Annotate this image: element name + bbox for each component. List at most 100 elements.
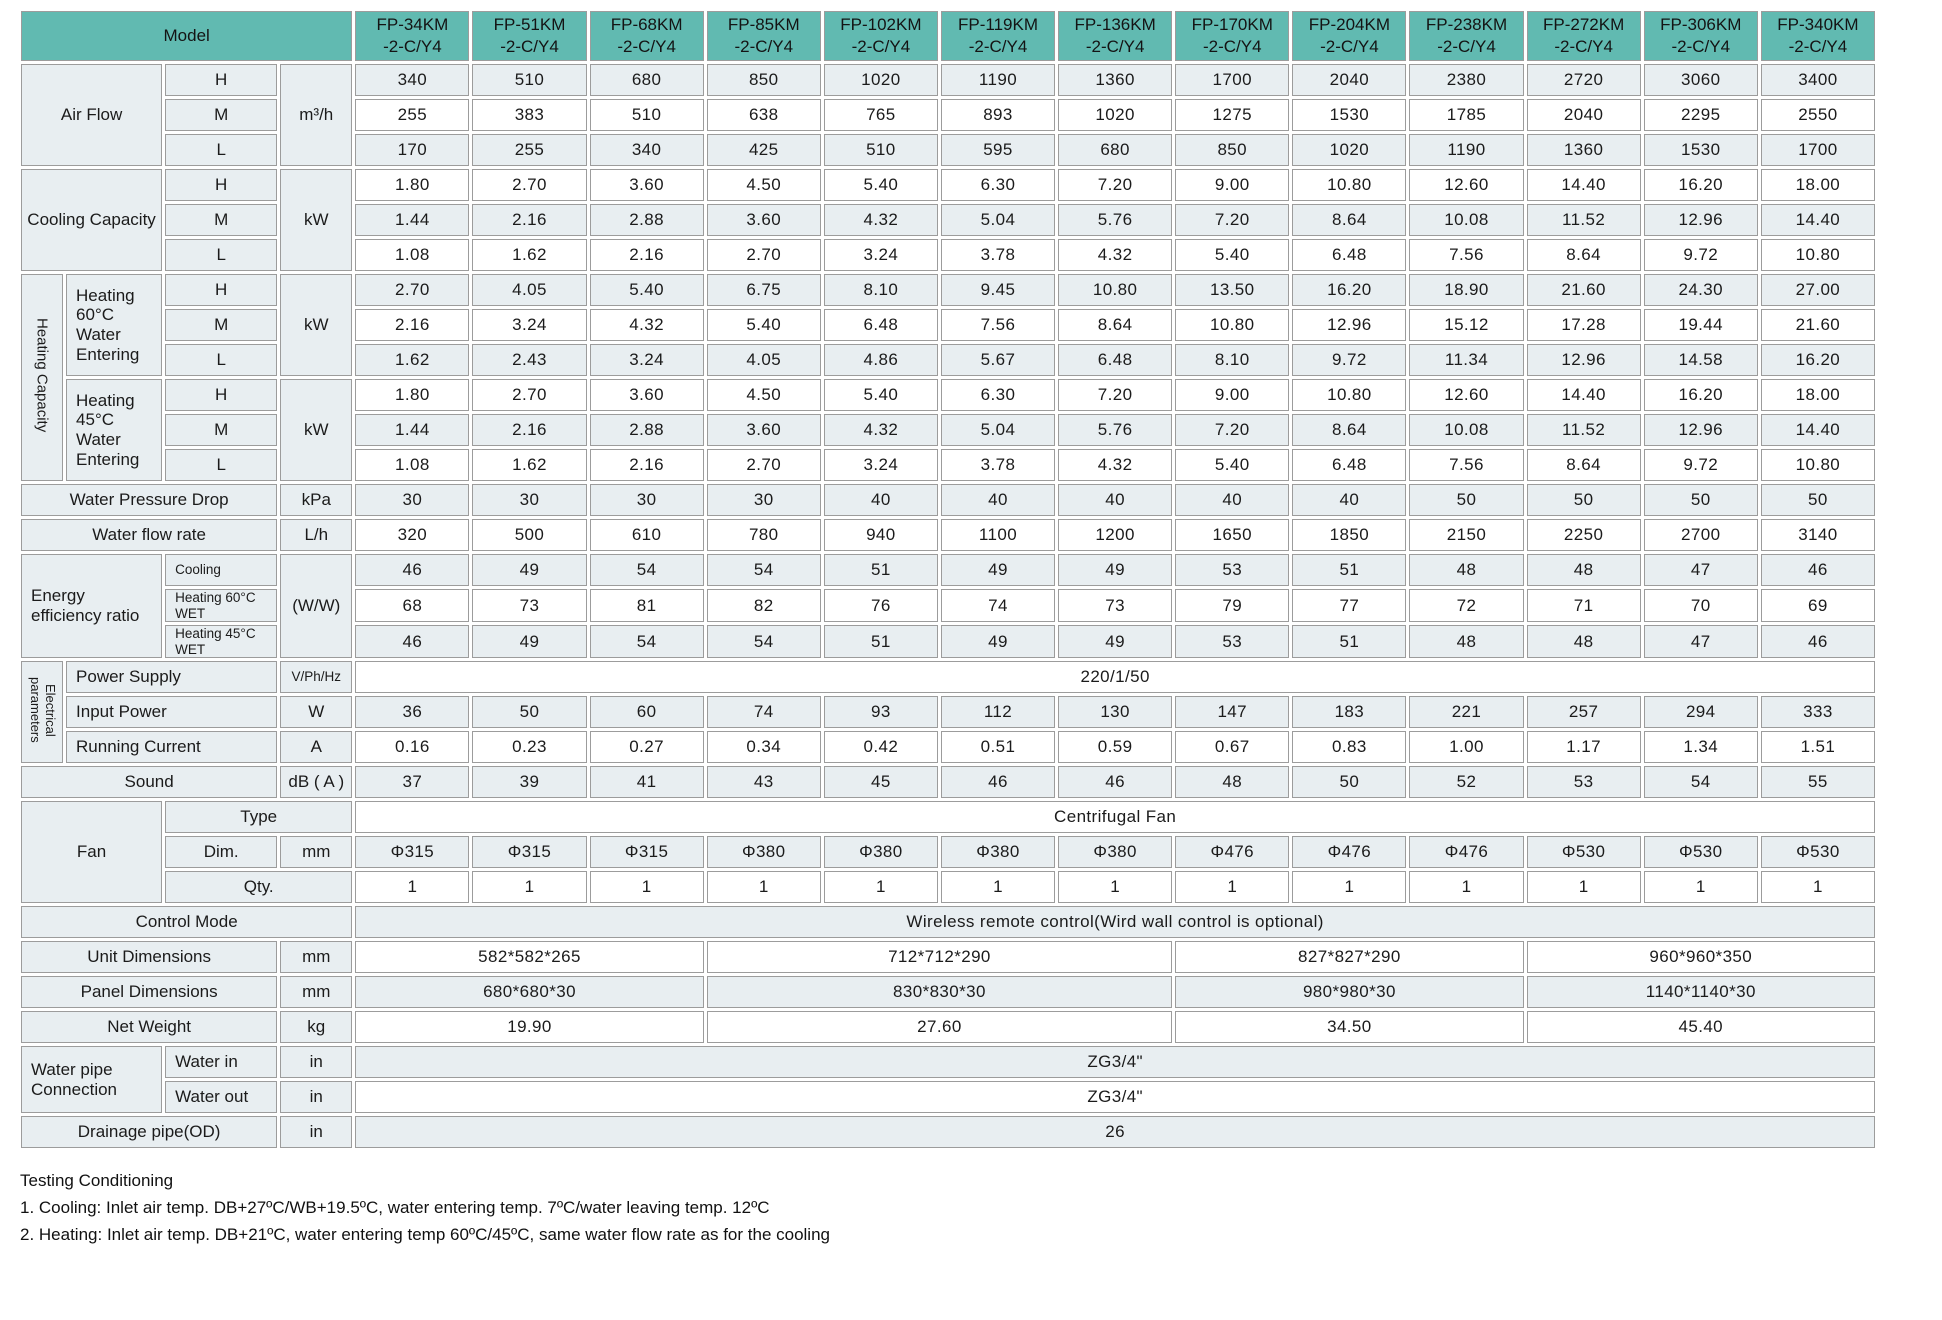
cooling-l-value-2: 2.16 — [589, 239, 704, 271]
sound-value-11: 54 — [1643, 766, 1758, 799]
model-col-11: FP-272KM -2-C/Y4 — [1526, 11, 1641, 61]
fan-qty-value-5: 1 — [940, 871, 1056, 904]
heating45-h-value-4: 5.40 — [823, 379, 938, 411]
fan-type-value-0: Centrifugal Fan — [355, 801, 1875, 834]
fan-dim-value-9: Φ476 — [1409, 836, 1524, 869]
water-in-label-1: Water in — [165, 1046, 278, 1079]
heating45-m-value-8: 8.64 — [1292, 414, 1407, 446]
water-flow-rate-value-6: 1200 — [1058, 519, 1173, 551]
heating45-h-value-2: 3.60 — [589, 379, 704, 411]
heating60-h-value-0: 2.70 — [355, 274, 470, 306]
heating45-h-value-8: 10.80 — [1292, 379, 1407, 411]
sound-value-0: 37 — [355, 766, 470, 799]
eer-heating60-value-10: 71 — [1526, 589, 1641, 623]
spec-table: Model FP-34KM -2-C/Y4 FP-51KM -2-C/Y4 FP-68… — [18, 8, 1878, 1152]
heating45-h-value-0: 1.80 — [355, 379, 470, 411]
control-mode-label-0: Control Mode — [21, 906, 353, 939]
eer-heating45-value-12: 46 — [1760, 625, 1875, 659]
heating45-h-label-1: H — [165, 379, 278, 411]
water-pressure-drop-value-7: 40 — [1175, 484, 1290, 516]
fan-dim-value-4: Φ380 — [823, 836, 938, 869]
panel-dimensions-label-0: Panel Dimensions — [21, 976, 278, 1009]
air-flow-h-label-0: Air Flow — [21, 64, 163, 166]
heating60-m-value-7: 10.80 — [1175, 309, 1290, 341]
model-col-7: FP-136KM -2-C/Y4 — [1058, 11, 1173, 61]
eer-cooling-value-9: 48 — [1409, 554, 1524, 586]
fan-dim-value-1: Φ315 — [472, 836, 587, 869]
heating45-l-value-0: 1.08 — [355, 449, 470, 481]
row-power-supply: Electrical parameters Power Supply V/Ph/Hz… — [21, 661, 1875, 764]
water-pressure-drop-label-0: Water Pressure Drop — [21, 484, 278, 516]
air-flow-l-value-2: 340 — [589, 134, 704, 166]
heating45-h-value-11: 16.20 — [1643, 379, 1758, 411]
heating45-l-value-1: 1.62 — [472, 449, 587, 481]
cooling-m-value-5: 5.04 — [940, 204, 1056, 236]
cooling-l-value-3: 2.70 — [706, 239, 821, 271]
fan-qty-value-11: 1 — [1643, 871, 1758, 904]
heating60-h-value-7: 13.50 — [1175, 274, 1290, 306]
cooling-l-value-7: 5.40 — [1175, 239, 1290, 271]
heating60-h-value-3: 6.75 — [706, 274, 821, 306]
air-flow-h-value-6: 1360 — [1058, 64, 1173, 96]
cooling-m-value-1: 2.16 — [472, 204, 587, 236]
testing-conditions: Testing Conditioning 1. Cooling: Inlet a… — [20, 1167, 1878, 1249]
heating60-l-value-1: 2.43 — [472, 344, 587, 376]
heating60-m-value-4: 6.48 — [823, 309, 938, 341]
heating60-l-value-6: 6.48 — [1058, 344, 1173, 376]
sound-value-9: 52 — [1409, 766, 1524, 799]
cooling-l-value-11: 9.72 — [1643, 239, 1758, 271]
air-flow-m-value-6: 1020 — [1058, 99, 1173, 131]
model-col-4: FP-85KM -2-C/Y4 — [706, 11, 821, 61]
cooling-h-value-4: 5.40 — [823, 169, 938, 201]
sound-value-2: 41 — [589, 766, 704, 799]
sound-value-12: 55 — [1760, 766, 1875, 799]
air-flow-m-label-0: M — [165, 99, 278, 131]
air-flow-h-value-12: 3400 — [1760, 64, 1875, 96]
heating45-m-value-9: 10.08 — [1409, 414, 1524, 446]
running-current-value-7: 0.67 — [1175, 731, 1290, 764]
input-power-value-1: 50 — [472, 696, 587, 729]
running-current-value-4: 0.42 — [823, 731, 938, 764]
cooling-h-value-5: 6.30 — [940, 169, 1056, 201]
heating45-l-value-8: 6.48 — [1292, 449, 1407, 481]
eer-heating45-value-7: 53 — [1175, 625, 1290, 659]
heating60-h-label-0: Heating Capacity — [21, 274, 64, 481]
net-weight-value-2: 34.50 — [1175, 1011, 1524, 1044]
cooling-l-value-9: 7.56 — [1409, 239, 1524, 271]
heating45-l-value-6: 4.32 — [1058, 449, 1173, 481]
air-flow-m-value-3: 638 — [706, 99, 821, 131]
eer-heating45-value-2: 54 — [589, 625, 704, 659]
air-flow-m-value-9: 1785 — [1409, 99, 1524, 131]
running-current-value-1: 0.23 — [472, 731, 587, 764]
eer-heating45-value-1: 49 — [472, 625, 587, 659]
cooling-m-value-8: 8.64 — [1292, 204, 1407, 236]
eer-cooling-value-11: 47 — [1643, 554, 1758, 586]
eer-cooling-value-10: 48 — [1526, 554, 1641, 586]
row-heating45-l: L 1.08 1.62 2.16 2.70 3.24 3.78 4.32 5.40 6.48 7.5… — [21, 449, 1875, 481]
cooling-l-value-0: 1.08 — [355, 239, 470, 271]
heating45-m-value-0: 1.44 — [355, 414, 470, 446]
model-col-8: FP-170KM -2-C/Y4 — [1175, 11, 1290, 61]
air-flow-m-value-10: 2040 — [1526, 99, 1641, 131]
air-flow-m-value-8: 1530 — [1292, 99, 1407, 131]
eer-heating45-value-0: 46 — [355, 625, 470, 659]
eer-heating60-value-5: 74 — [940, 589, 1056, 623]
heating60-h-value-6: 10.80 — [1058, 274, 1173, 306]
heating60-l-value-8: 9.72 — [1292, 344, 1407, 376]
fan-dim-value-8: Φ476 — [1292, 836, 1407, 869]
fan-qty-value-0: 1 — [355, 871, 470, 904]
cooling-h-value-2: 3.60 — [589, 169, 704, 201]
model-col-1: FP-34KM -2-C/Y4 — [355, 11, 470, 61]
row-unit-dimensions: Unit Dimensions mm 582*582*265 712*712*290 8… — [21, 941, 1875, 974]
heating60-m-label-0: M — [165, 309, 278, 341]
eer-heating60-value-3: 82 — [706, 589, 821, 623]
heating60-h-label-2: H — [165, 274, 278, 306]
heating60-m-value-11: 19.44 — [1643, 309, 1758, 341]
notes-title: Testing Conditioning — [20, 1171, 174, 1191]
power-supply-value-0: 220/1/50 — [355, 661, 1875, 694]
air-flow-h-value-10: 2720 — [1526, 64, 1641, 96]
running-current-value-5: 0.51 — [940, 731, 1056, 764]
heating60-l-value-12: 16.20 — [1760, 344, 1875, 376]
water-pressure-drop-value-4: 40 — [823, 484, 938, 516]
water-pressure-drop-value-1: 30 — [472, 484, 587, 516]
